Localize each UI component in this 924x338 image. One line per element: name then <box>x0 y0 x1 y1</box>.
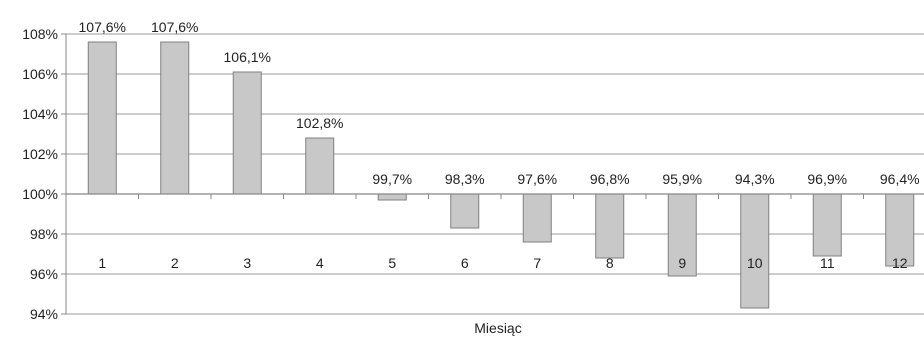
data-label-1: 107,6% <box>79 19 126 35</box>
category-label-1: 1 <box>98 255 106 271</box>
data-label-6: 98,3% <box>445 171 485 187</box>
data-label-5: 99,7% <box>372 171 412 187</box>
x-axis-title: Miesiąc <box>474 320 521 336</box>
category-labels: 1 2 3 4 5 6 7 8 9 10 11 12 <box>98 255 907 271</box>
category-label-12: 12 <box>892 255 908 271</box>
data-label-10: 94,3% <box>735 171 775 187</box>
y-tick-label: 108% <box>22 26 58 42</box>
axes <box>61 33 924 315</box>
y-tick-labels: 94% 96% 98% 100% 102% 104% 106% 108% <box>22 26 58 322</box>
y-tick-label: 100% <box>22 186 58 202</box>
y-tick-label: 98% <box>30 226 58 242</box>
category-label-3: 3 <box>243 255 251 271</box>
bar-3 <box>232 71 262 195</box>
bar-11 <box>812 193 842 257</box>
data-label-11: 96,9% <box>807 171 847 187</box>
data-label-8: 96,8% <box>590 171 630 187</box>
category-label-8: 8 <box>606 255 614 271</box>
bar-12 <box>885 193 915 267</box>
bar-9 <box>667 193 697 277</box>
bar-7 <box>522 193 552 243</box>
y-tick-label: 102% <box>22 146 58 162</box>
category-label-6: 6 <box>461 255 469 271</box>
category-label-4: 4 <box>316 255 324 271</box>
data-label-3: 106,1% <box>224 49 271 65</box>
y-tick-label: 106% <box>22 66 58 82</box>
grid-lines <box>66 33 924 315</box>
bar-1 <box>87 41 117 195</box>
y-tick-label: 94% <box>30 306 58 322</box>
category-label-5: 5 <box>388 255 396 271</box>
data-label-4: 102,8% <box>296 115 343 131</box>
category-label-11: 11 <box>820 255 835 271</box>
bar-8 <box>595 193 625 259</box>
bar-4 <box>305 137 335 195</box>
y-tick-label: 96% <box>30 266 58 282</box>
category-label-2: 2 <box>171 255 179 271</box>
y-tick-label: 104% <box>22 106 58 122</box>
bars <box>87 41 915 309</box>
bar-5 <box>377 193 407 201</box>
data-label-9: 95,9% <box>662 171 702 187</box>
bar-6 <box>450 193 480 229</box>
bar-2 <box>160 41 190 195</box>
category-label-10: 10 <box>747 255 763 271</box>
data-label-12: 96,4% <box>880 171 920 187</box>
data-label-7: 97,6% <box>517 171 557 187</box>
data-labels: 107,6% 107,6% 106,1% 102,8% 99,7% 98,3% 97,6% 9… <box>79 19 920 187</box>
data-label-2: 107,6% <box>151 19 198 35</box>
category-label-9: 9 <box>678 255 686 271</box>
bar-10 <box>740 193 770 309</box>
category-label-7: 7 <box>533 255 541 271</box>
